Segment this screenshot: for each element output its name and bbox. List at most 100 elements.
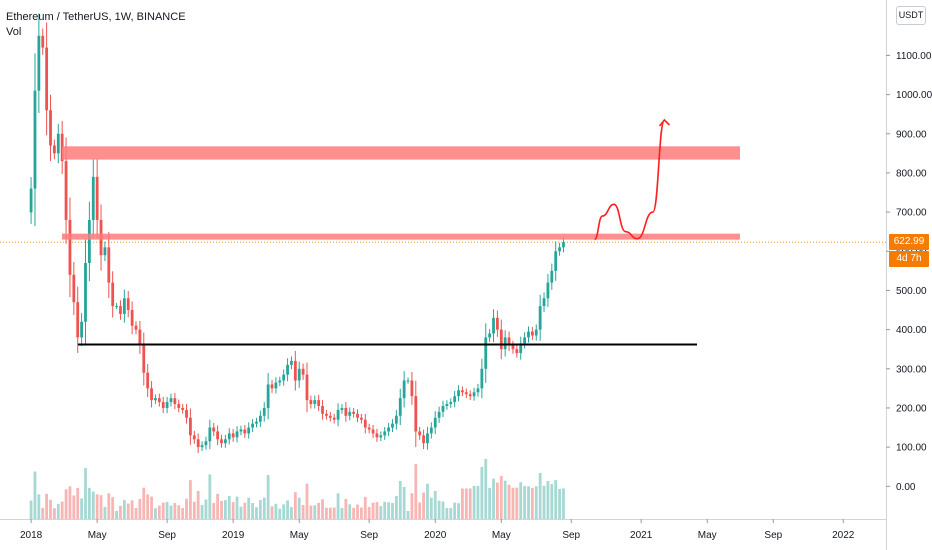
- x-tick-label: 2019: [222, 530, 245, 541]
- candle-body: [212, 427, 216, 432]
- candle-body: [45, 47, 49, 111]
- volume-bar: [142, 487, 146, 519]
- volume-bar: [325, 507, 328, 519]
- resistance-zone: [62, 233, 740, 240]
- volume-bar: [243, 502, 247, 519]
- volume-bar: [80, 498, 84, 519]
- volume-bar: [371, 502, 375, 519]
- candle-body: [325, 413, 328, 416]
- volume-bar: [204, 499, 208, 519]
- candle-body: [231, 433, 235, 438]
- volume-bar: [542, 485, 546, 519]
- volume-bar: [429, 497, 433, 519]
- candle-body: [523, 337, 527, 344]
- volume-bar: [402, 487, 406, 519]
- candle-body: [554, 251, 558, 271]
- volume-bar: [49, 499, 52, 519]
- volume-bar: [499, 476, 503, 519]
- candle-body: [119, 306, 122, 314]
- volume-bar: [437, 500, 441, 519]
- candle-body: [562, 242, 565, 248]
- projection-path: [593, 119, 666, 241]
- volume-bar: [558, 489, 561, 519]
- volume-bar: [449, 508, 453, 519]
- volume-bar: [530, 487, 534, 519]
- candle-body: [185, 409, 188, 418]
- currency-selector[interactable]: USDT: [896, 6, 926, 25]
- volume-bar: [468, 488, 472, 519]
- candle-body: [150, 388, 153, 401]
- symbol-title[interactable]: Ethereum / TetherUS, 1W, BINANCE: [6, 11, 186, 23]
- volume-bar: [492, 478, 495, 519]
- candle-body: [527, 331, 530, 338]
- candle-body: [297, 368, 301, 381]
- volume-bar: [476, 486, 480, 519]
- volume-bar: [290, 507, 293, 519]
- candle-body: [538, 306, 542, 330]
- volume-bar: [235, 496, 239, 519]
- volume-bar: [247, 497, 251, 519]
- y-tick-label: 900.00: [896, 129, 927, 140]
- candle-body: [37, 35, 41, 91]
- volume-bar: [297, 497, 301, 519]
- x-tick-label: Sep: [562, 530, 580, 541]
- candle-body: [457, 390, 460, 397]
- candle-body: [558, 247, 561, 252]
- candle-body: [445, 404, 449, 406]
- volume-bar: [480, 467, 484, 519]
- candle-body: [437, 411, 441, 418]
- y-tick-label: 100.00: [896, 443, 927, 454]
- volume-bar: [255, 507, 258, 519]
- candle-body: [468, 394, 472, 397]
- volume-bar: [394, 496, 398, 519]
- candle-body: [534, 329, 538, 336]
- volume-bar: [223, 500, 227, 519]
- volume-label[interactable]: Vol: [6, 26, 22, 38]
- candle-body: [278, 380, 282, 383]
- candle-body: [169, 398, 173, 403]
- volume-bar: [53, 508, 56, 519]
- candle-body: [317, 400, 321, 406]
- candle-body: [142, 345, 146, 373]
- candle-body: [122, 298, 126, 314]
- y-tick-label: 400.00: [896, 325, 927, 336]
- candle-body: [181, 407, 185, 410]
- x-tick-label: 2022: [832, 530, 855, 541]
- volume-bar: [534, 486, 538, 519]
- volume-bar: [484, 459, 488, 519]
- volume-bar: [507, 484, 511, 519]
- volume-bar: [503, 480, 507, 519]
- volume-bar: [37, 494, 41, 519]
- candle-body: [157, 398, 161, 403]
- candle-body: [394, 415, 398, 424]
- volume-bar: [130, 500, 134, 519]
- candle-body: [461, 390, 464, 393]
- candle-body: [496, 317, 499, 330]
- volume-bar: [177, 505, 181, 519]
- candle-body: [255, 421, 258, 424]
- candle-body: [379, 435, 383, 438]
- volume-bar: [464, 488, 468, 519]
- candle-body: [336, 409, 340, 420]
- candle-body: [223, 439, 227, 444]
- x-tick-label: May: [88, 530, 107, 541]
- candle-body: [138, 329, 142, 346]
- candle-body: [146, 372, 150, 389]
- candle-body: [429, 427, 433, 434]
- volume-bar: [119, 505, 122, 519]
- volume-bar: [367, 507, 371, 519]
- volume-bar: [550, 484, 554, 519]
- volume-bar: [441, 501, 445, 519]
- volume-bar: [278, 508, 282, 519]
- candle-body: [29, 188, 33, 213]
- candle-body: [161, 402, 165, 408]
- volume-bar: [134, 508, 138, 519]
- candle-body: [177, 404, 181, 408]
- candle-body: [414, 396, 418, 432]
- candle-body: [130, 310, 134, 326]
- volume-bar: [64, 489, 68, 519]
- y-tick-label: 0.00: [896, 482, 916, 493]
- candle-body: [270, 384, 274, 389]
